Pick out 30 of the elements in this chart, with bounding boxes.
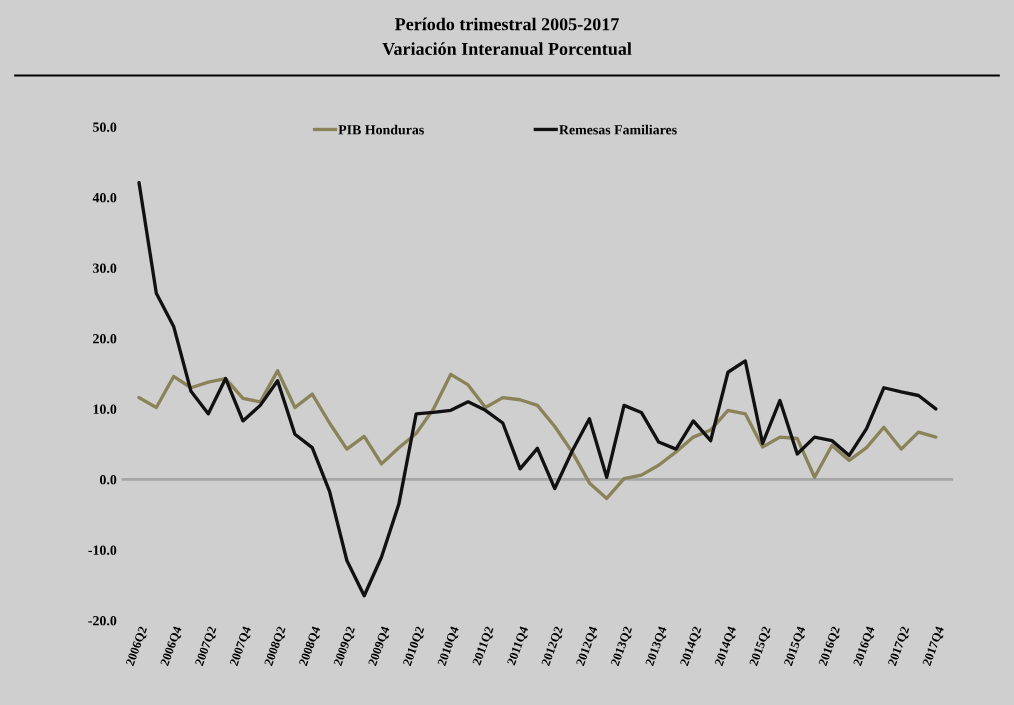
- y-tick-label: 10.0: [93, 404, 117, 414]
- x-tick-label: 2007Q4: [229, 625, 253, 667]
- x-tick-label: 2011Q4: [506, 625, 531, 667]
- x-tick-label: 2015Q4: [783, 625, 808, 667]
- y-tick-label: 40.0: [92, 192, 117, 203]
- y-tick-label: -10.0: [88, 545, 117, 555]
- x-tick-label: 2010Q2: [402, 625, 427, 667]
- x-tick-label: 2007Q2: [194, 625, 219, 667]
- legend-label: PIB Honduras: [338, 124, 424, 135]
- y-tick-label: 50.0: [93, 122, 117, 132]
- y-tick-label: 20.0: [93, 333, 117, 344]
- y-tick-label: -20.0: [88, 615, 117, 626]
- legend-label: Remesas Familiares: [559, 124, 677, 135]
- x-tick-label: 2014Q4: [714, 625, 738, 667]
- x-tick-label: 2017Q2: [887, 625, 912, 667]
- x-tick-label: 2006Q2: [125, 625, 149, 667]
- x-tick-label: 2012Q4: [575, 625, 600, 667]
- x-tick-label: 2009Q4: [368, 625, 392, 667]
- y-tick-label: 30.0: [93, 263, 117, 273]
- x-tick-label: 2011Q2: [472, 625, 496, 667]
- chart-title: Período trimestral 2005-2017: [394, 17, 619, 31]
- chart-subtitle: Variación Interanual Porcentual: [382, 42, 632, 56]
- line-series: [137, 180, 938, 598]
- x-tick-label: 2014Q2: [679, 625, 704, 667]
- y-tick-label: 0.0: [99, 474, 117, 485]
- x-tick-label: 2009Q2: [333, 625, 357, 667]
- x-tick-label: 2016Q2: [818, 625, 842, 667]
- x-tick-label: 2013Q2: [610, 625, 634, 667]
- x-tick-label: 2008Q4: [298, 625, 323, 667]
- line-series: [137, 369, 938, 501]
